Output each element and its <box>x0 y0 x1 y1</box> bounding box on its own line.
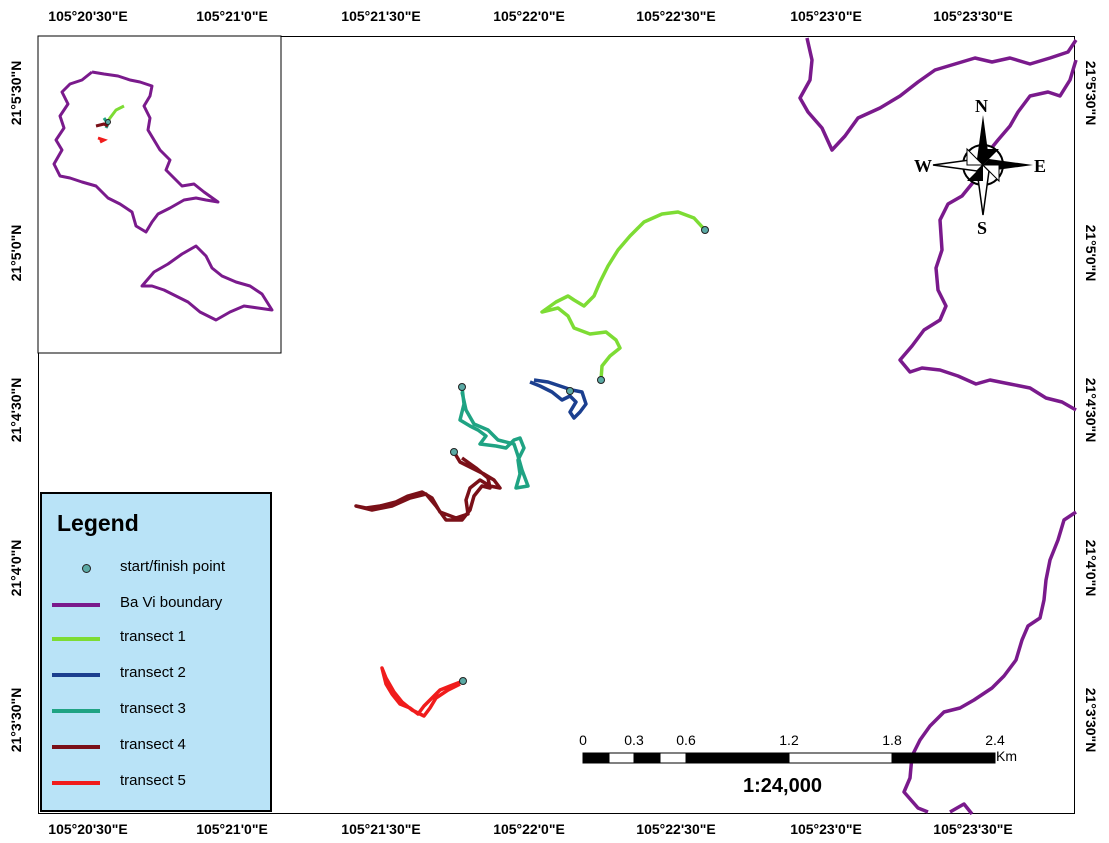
scale-label: 1.2 <box>779 732 799 748</box>
bottom-tick-label: 105°23'0"E <box>790 821 862 837</box>
scale-unit: Km <box>996 748 1017 764</box>
scale-label: 0.3 <box>624 732 644 748</box>
scale-label: 0.6 <box>676 732 696 748</box>
bottom-tick-label: 105°21'30"E <box>341 821 421 837</box>
inset-transect-4 <box>95 122 109 128</box>
legend-item-boundary: Ba Vi boundary <box>42 594 270 614</box>
legend-label: transect 3 <box>120 700 186 717</box>
legend-item-transect-5: transect 5 <box>42 772 270 792</box>
top-tick-label: 105°20'30"E <box>48 8 128 24</box>
boundary-north-east <box>798 37 1078 152</box>
inset-frame <box>37 35 282 354</box>
legend: Legend start/finish point Ba Vi boundary… <box>40 492 272 812</box>
top-tick-label: 105°21'30"E <box>341 8 421 24</box>
inset-transect-5 <box>97 136 108 144</box>
point-symbol-icon <box>82 564 91 573</box>
legend-label: transect 5 <box>120 772 186 789</box>
bottom-tick-label: 105°21'0"E <box>196 821 268 837</box>
start-point-transect-1-end <box>597 376 605 384</box>
legend-item-start-finish: start/finish point <box>42 558 270 578</box>
compass-east-label: E <box>1034 156 1047 176</box>
boundary-south-spur <box>949 802 974 816</box>
start-point-transect-3 <box>458 383 466 391</box>
inset-map <box>37 35 282 354</box>
bottom-tick-label: 105°23'30"E <box>933 821 1013 837</box>
bottom-tick-label: 105°22'0"E <box>493 821 565 837</box>
start-point-transect-1 <box>701 226 709 234</box>
legend-label: transect 4 <box>120 736 186 753</box>
legend-label: Ba Vi boundary <box>120 594 223 611</box>
scale-label: 1.8 <box>882 732 902 748</box>
scale-label: 0 <box>579 732 587 748</box>
top-tick-label: 105°21'0"E <box>196 8 268 24</box>
transect-5-track <box>380 666 464 718</box>
start-point-transect-5 <box>459 677 467 685</box>
boundary-south-east <box>902 510 1077 814</box>
inset-boundary-south <box>140 244 274 322</box>
line-symbol-icon <box>52 745 100 749</box>
legend-item-transect-3: transect 3 <box>42 700 270 720</box>
legend-title: Legend <box>57 510 139 536</box>
start-finish-points <box>450 226 709 685</box>
boundary-east <box>898 59 1078 412</box>
compass-rose <box>932 115 1033 216</box>
bottom-tick-label: 105°22'30"E <box>636 821 716 837</box>
transect-2-track <box>529 378 588 420</box>
scale-label: 2.4 <box>985 732 1005 748</box>
line-symbol-icon <box>52 673 100 677</box>
legend-label: transect 2 <box>120 664 186 681</box>
transect-3-track <box>458 386 530 490</box>
transect-1-track <box>540 210 707 381</box>
line-symbol-icon <box>52 709 100 713</box>
line-symbol-icon <box>52 637 100 641</box>
start-point-transect-4 <box>450 448 458 456</box>
top-tick-label: 105°23'0"E <box>790 8 862 24</box>
compass-west-label: W <box>914 156 932 176</box>
compass-south-label: S <box>977 218 988 238</box>
scale-ratio: 1:24,000 <box>743 775 822 797</box>
top-tick-label: 105°23'30"E <box>933 8 1013 24</box>
top-tick-label: 105°22'30"E <box>636 8 716 24</box>
legend-item-transect-2: transect 2 <box>42 664 270 684</box>
scale-bar <box>582 752 996 764</box>
start-point-transect-2 <box>566 387 574 395</box>
legend-label: transect 1 <box>120 628 186 645</box>
inset-boundary-north <box>52 70 220 234</box>
compass-north-label: N <box>975 96 988 116</box>
line-symbol-icon <box>52 603 100 607</box>
legend-label: start/finish point <box>120 558 226 575</box>
legend-item-transect-1: transect 1 <box>42 628 270 648</box>
transect-4-track <box>354 451 502 522</box>
line-symbol-icon <box>52 781 100 785</box>
legend-item-transect-4: transect 4 <box>42 736 270 756</box>
inset-point <box>105 119 111 125</box>
top-tick-label: 105°22'0"E <box>493 8 565 24</box>
map-frame <box>38 36 1075 814</box>
bottom-tick-label: 105°20'30"E <box>48 821 128 837</box>
ba-vi-boundary <box>798 37 1078 816</box>
